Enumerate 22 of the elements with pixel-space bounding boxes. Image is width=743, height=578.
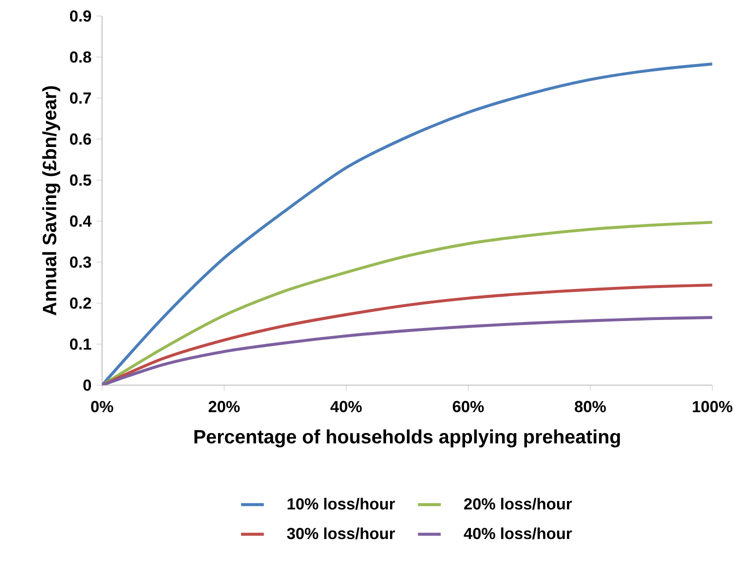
y-tick-label: 0.4 (70, 215, 92, 227)
x-tick-label: 20% (208, 400, 240, 412)
legend-label: 20% loss/hour (464, 498, 572, 510)
y-tick-label: 0.8 (70, 51, 92, 63)
y-tick-label: 0.3 (70, 256, 92, 268)
x-tick-label: 0% (91, 400, 114, 412)
y-tick-label: 0.1 (70, 338, 92, 350)
y-tick-label: 0.9 (70, 10, 92, 22)
legend-label: 10% loss/hour (288, 498, 395, 510)
y-tick-label: 0.5 (70, 174, 92, 186)
legend-label: 40% loss/hour (464, 527, 572, 540)
x-tick-label: 40% (330, 400, 362, 412)
x-tick-label: 100% (692, 400, 732, 412)
x-tick-label: 80% (574, 400, 606, 412)
x-axis-title: Percentage of households applying preheating (194, 429, 620, 448)
y-tick-label: 0.6 (70, 133, 92, 145)
y-tick-label: 0 (83, 379, 91, 391)
y-tick-label: 0.7 (70, 92, 91, 104)
legend-label: 30% loss/hour (287, 527, 395, 540)
y-axis-title: Annual Saving (£bn/year) (42, 86, 60, 316)
x-tick-label: 60% (452, 400, 484, 412)
y-tick-label: 0.2 (70, 297, 92, 309)
